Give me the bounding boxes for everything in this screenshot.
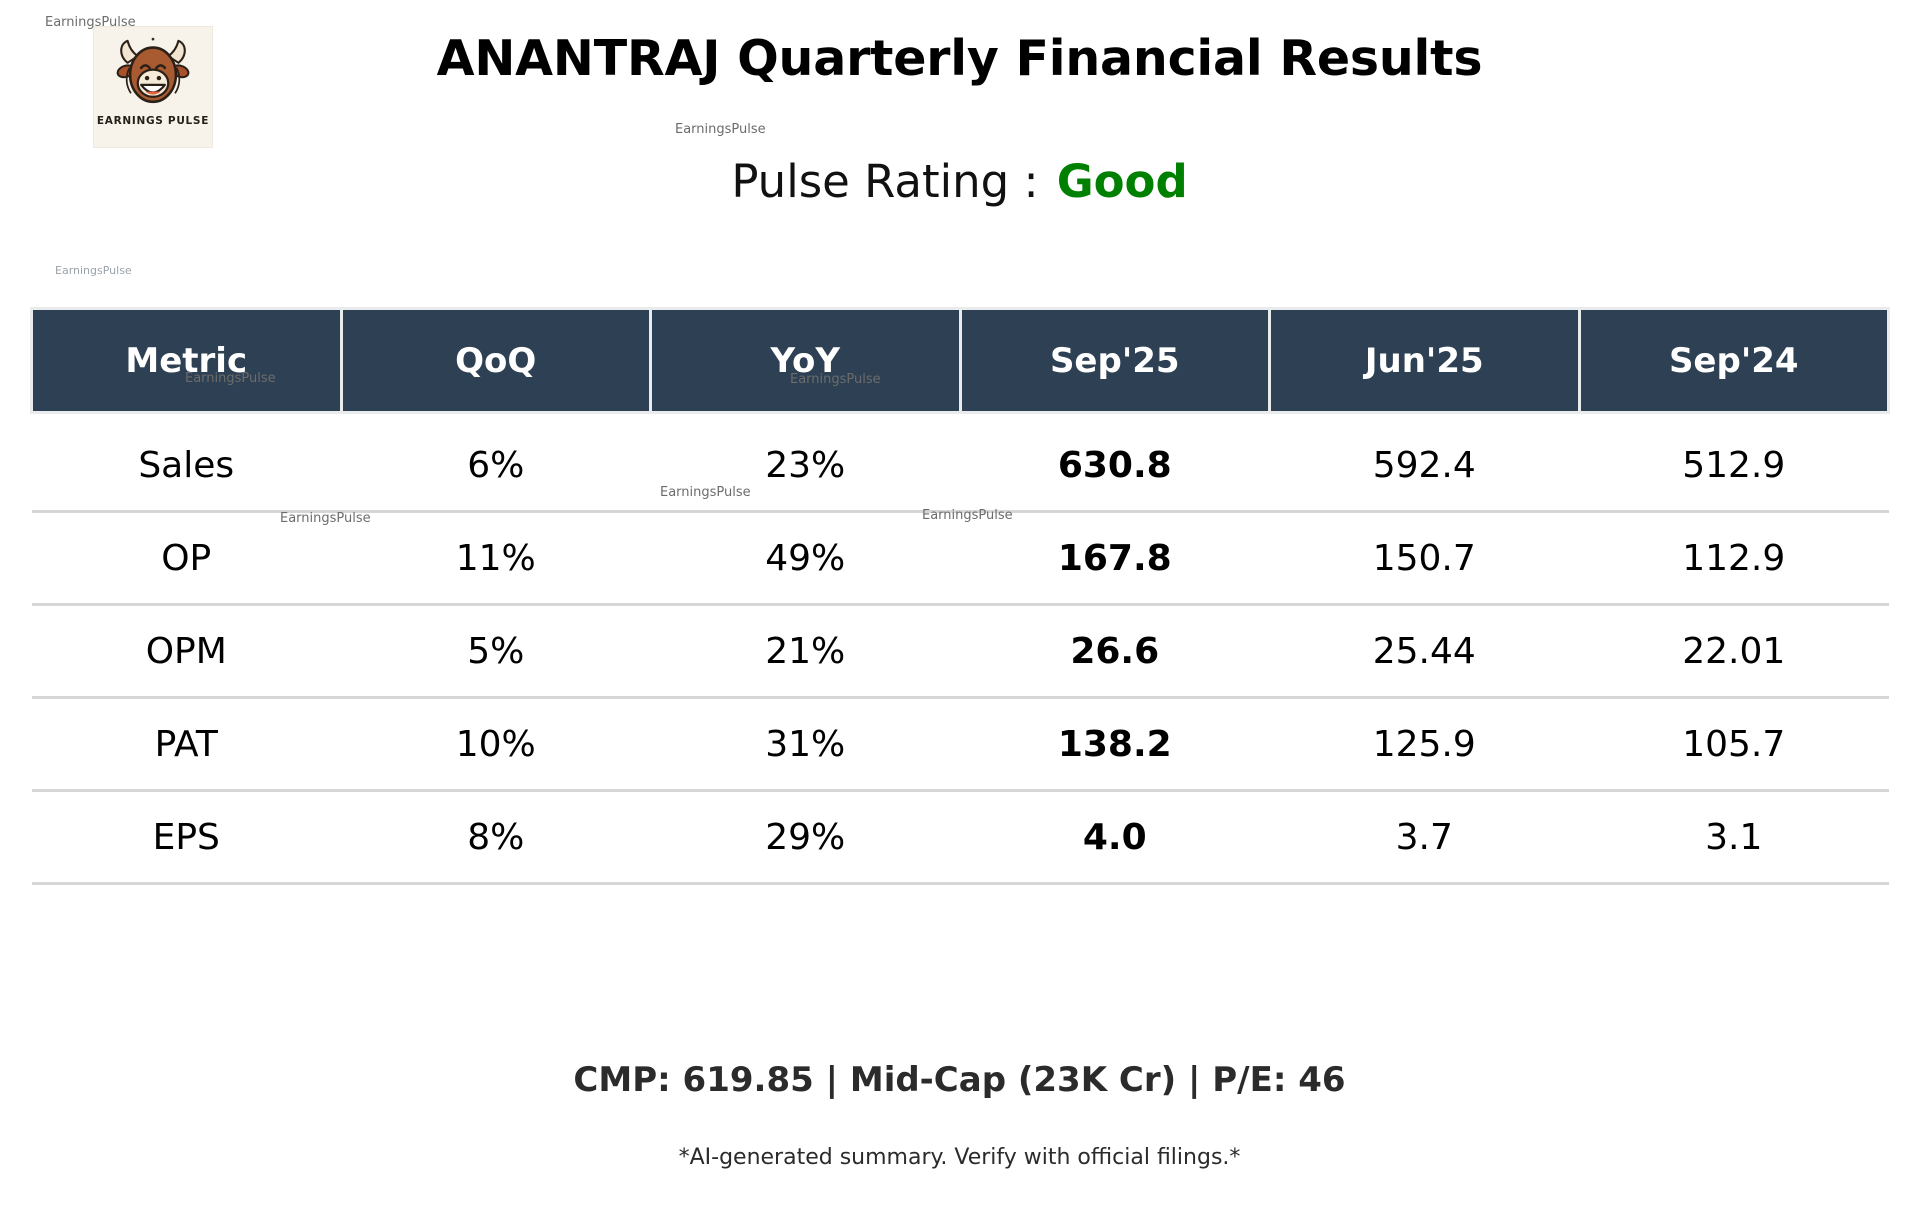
cell-sep24: 105.7	[1579, 697, 1889, 792]
column-header-sep24: Sep'24	[1579, 307, 1890, 414]
cell-jun25: 150.7	[1269, 511, 1579, 606]
table-row: OP 11% 49% 167.8 150.7 112.9	[31, 511, 1889, 606]
cell-sep25: 4.0	[960, 790, 1270, 885]
cell-metric: Sales	[31, 412, 341, 513]
cell-yoy: 31%	[650, 697, 960, 792]
disclaimer-text: *AI-generated summary. Verify with offic…	[678, 1145, 1241, 1170]
cell-yoy: 29%	[650, 790, 960, 885]
logo-card: EARNINGS PULSE	[93, 26, 213, 148]
table-row: EPS 8% 29% 4.0 3.7 3.1	[31, 790, 1889, 885]
cell-sep25: 26.6	[960, 604, 1270, 699]
cell-sep24: 22.01	[1579, 604, 1889, 699]
cell-metric: PAT	[31, 697, 341, 792]
cell-jun25: 592.4	[1269, 412, 1579, 513]
column-header-qoq: QoQ	[341, 307, 652, 414]
logo-wordmark: EARNINGS PULSE	[96, 115, 210, 127]
cell-sep25: 167.8	[960, 511, 1270, 606]
cell-sep24: 112.9	[1579, 511, 1889, 606]
financial-results-table: Metric QoQ YoY Sep'25 Jun'25 Sep'24 Sale…	[30, 307, 1890, 885]
cell-qoq: 5%	[341, 604, 651, 699]
cell-jun25: 125.9	[1269, 697, 1579, 792]
cell-yoy: 21%	[650, 604, 960, 699]
cell-qoq: 10%	[341, 697, 651, 792]
cell-qoq: 8%	[341, 790, 651, 885]
cell-yoy: 23%	[650, 412, 960, 513]
pulse-rating-label: Pulse Rating :	[731, 155, 1039, 208]
cell-metric: EPS	[31, 790, 341, 885]
column-header-jun25: Jun'25	[1269, 307, 1581, 414]
cell-jun25: 3.7	[1269, 790, 1579, 885]
table-header: Metric QoQ YoY Sep'25 Jun'25 Sep'24	[30, 307, 1890, 414]
watermark-text: EarningsPulse	[55, 264, 132, 277]
cell-sep24: 3.1	[1579, 790, 1889, 885]
watermark-text: EarningsPulse	[675, 122, 766, 137]
column-header-yoy: YoY	[650, 307, 962, 414]
bull-mascot-icon	[116, 37, 190, 104]
table-header-row: Metric QoQ YoY Sep'25 Jun'25 Sep'24	[30, 307, 1890, 414]
table-row: PAT 10% 31% 138.2 125.9 105.7	[31, 697, 1889, 792]
page-title: ANANTRAJ Quarterly Financial Results	[436, 30, 1483, 87]
brand-logo: EARNINGS PULSE	[93, 26, 213, 148]
column-header-sep25: Sep'25	[960, 307, 1271, 414]
cell-jun25: 25.44	[1269, 604, 1579, 699]
table-row: OPM 5% 21% 26.6 25.44 22.01	[31, 604, 1889, 699]
table-body: Sales 6% 23% 630.8 592.4 512.9 OP 11% 49…	[31, 412, 1889, 885]
cell-yoy: 49%	[650, 511, 960, 606]
cmp-summary-line: CMP: 619.85 | Mid-Cap (23K Cr) | P/E: 46	[573, 1060, 1346, 1100]
column-header-metric: Metric	[30, 307, 343, 414]
cell-qoq: 6%	[341, 412, 651, 513]
cell-sep25: 138.2	[960, 697, 1270, 792]
pulse-rating-value: Good	[1056, 155, 1188, 208]
cell-metric: OP	[31, 511, 341, 606]
cell-metric: OPM	[31, 604, 341, 699]
cell-sep25: 630.8	[960, 412, 1270, 513]
cell-qoq: 11%	[341, 511, 651, 606]
pulse-rating: Pulse Rating : Good	[0, 155, 1919, 208]
cell-sep24: 512.9	[1579, 412, 1889, 513]
table-row: Sales 6% 23% 630.8 592.4 512.9	[31, 412, 1889, 513]
